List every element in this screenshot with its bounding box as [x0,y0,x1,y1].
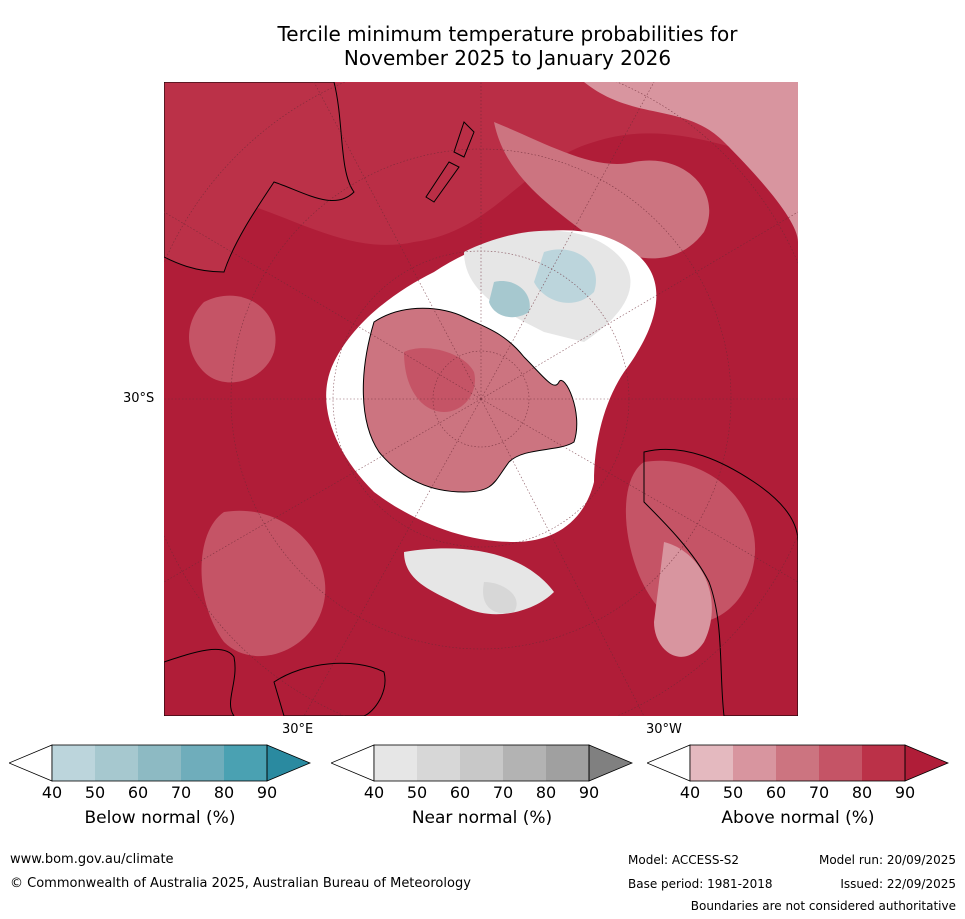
colorbar-above-seg-2 [733,745,776,781]
australia [164,82,355,273]
colorbar-below-frame [51,744,268,782]
colorbar-above-seg-0 [645,744,691,782]
madagascar-region [273,662,386,716]
colorbar-near-title: Near normal (%) [411,808,553,828]
colorbar-near-seg-6 [588,744,634,782]
tick-below-80: 80 [213,783,235,802]
antarctica-interior [404,348,475,412]
colorbar-below-title: Below normal (%) [84,808,236,828]
region-above-70 [494,122,710,259]
lon-label-30e: 30°E [282,722,314,737]
region-near-50b [404,548,554,615]
base-period-text: Base period: 1981-2018 [628,877,773,891]
colorbar-above-seg-4 [819,745,862,781]
africa [164,648,236,716]
tick-near-60: 60 [449,783,471,802]
tick-below-60: 60 [127,783,149,802]
colorbar-near-seg-1 [374,745,417,781]
colorbar-below-seg-3 [138,745,181,781]
colorbar-below-seg-6 [266,744,312,782]
region-near-60 [483,582,517,614]
colorbar-above-svg [645,744,950,782]
colorbar-above [645,744,950,786]
tick-near-40: 40 [363,783,385,802]
graticule [164,82,798,716]
lon-label-30w: 30°W [646,722,682,737]
colorbar-near-seg-5 [546,745,589,781]
new-zealand-north [453,121,475,158]
colorbar-below-seg-2 [95,745,138,781]
tick-near-90: 90 [578,783,600,802]
region-above-80d [625,460,756,623]
tick-near-70: 70 [492,783,514,802]
colorbar-below-seg-0 [7,744,53,782]
map-svg [164,82,798,716]
new-zealand-south [425,161,460,203]
colorbar-below-seg-4 [181,745,224,781]
colorbar-above-seg-5 [862,745,905,781]
issued-text: Issued: 22/09/2025 [840,877,956,891]
region-below-60 [489,281,530,318]
region-above-60b [654,542,712,657]
title-line-2: November 2025 to January 2026 [343,46,672,70]
colorbar-below [7,744,312,786]
map-title: Tercile minimum temperature probabilitie… [0,22,965,70]
colorbar-near-seg-3 [460,745,503,781]
colorbar-near [329,744,634,786]
tick-below-90: 90 [256,783,278,802]
colorbar-above-seg-1 [690,745,733,781]
colorbar-above-seg-3 [776,745,819,781]
tick-near-80: 80 [535,783,557,802]
colorbar-near-seg-4 [503,745,546,781]
region-above-60 [584,82,798,242]
lat-label-30s: 30°S [123,391,155,406]
colorbar-near-seg-0 [329,744,375,782]
colorbar-above-seg-6 [904,744,950,782]
south-america [643,448,798,716]
title-line-1: Tercile minimum temperature probabilitie… [277,22,738,46]
copyright-text: © Commonwealth of Australia 2025, Austra… [10,876,471,891]
tick-above-80: 80 [851,783,873,802]
region-above-80b [189,295,276,383]
colorbar-above-title: Above normal (%) [721,808,875,828]
colorbar-near-svg [329,744,634,782]
tick-below-70: 70 [170,783,192,802]
colorbar-near-seg-2 [417,745,460,781]
website-link[interactable]: www.bom.gov.au/climate [10,852,174,867]
tick-above-90: 90 [894,783,916,802]
colorbar-above-frame [689,744,906,782]
tick-above-60: 60 [765,783,787,802]
tick-above-70: 70 [808,783,830,802]
colorbar-near-frame [373,744,590,782]
colorbar-below-seg-5 [224,745,267,781]
tick-above-40: 40 [679,783,701,802]
tick-near-50: 50 [406,783,428,802]
disclaimer-text: Boundaries are not considered authoritat… [690,899,956,913]
probability-map [164,82,798,716]
tick-below-40: 40 [41,783,63,802]
tick-below-50: 50 [84,783,106,802]
colorbar-below-seg-1 [52,745,95,781]
colorbar-below-svg [7,744,312,782]
region-above-80c [201,510,326,657]
model-run-text: Model run: 20/09/2025 [818,853,956,867]
model-text: Model: ACCESS-S2 [628,853,740,867]
tick-above-50: 50 [722,783,744,802]
